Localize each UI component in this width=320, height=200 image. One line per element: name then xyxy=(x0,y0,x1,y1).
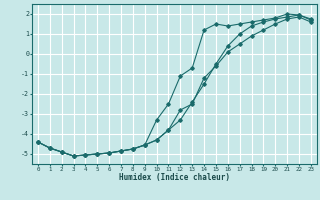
X-axis label: Humidex (Indice chaleur): Humidex (Indice chaleur) xyxy=(119,173,230,182)
